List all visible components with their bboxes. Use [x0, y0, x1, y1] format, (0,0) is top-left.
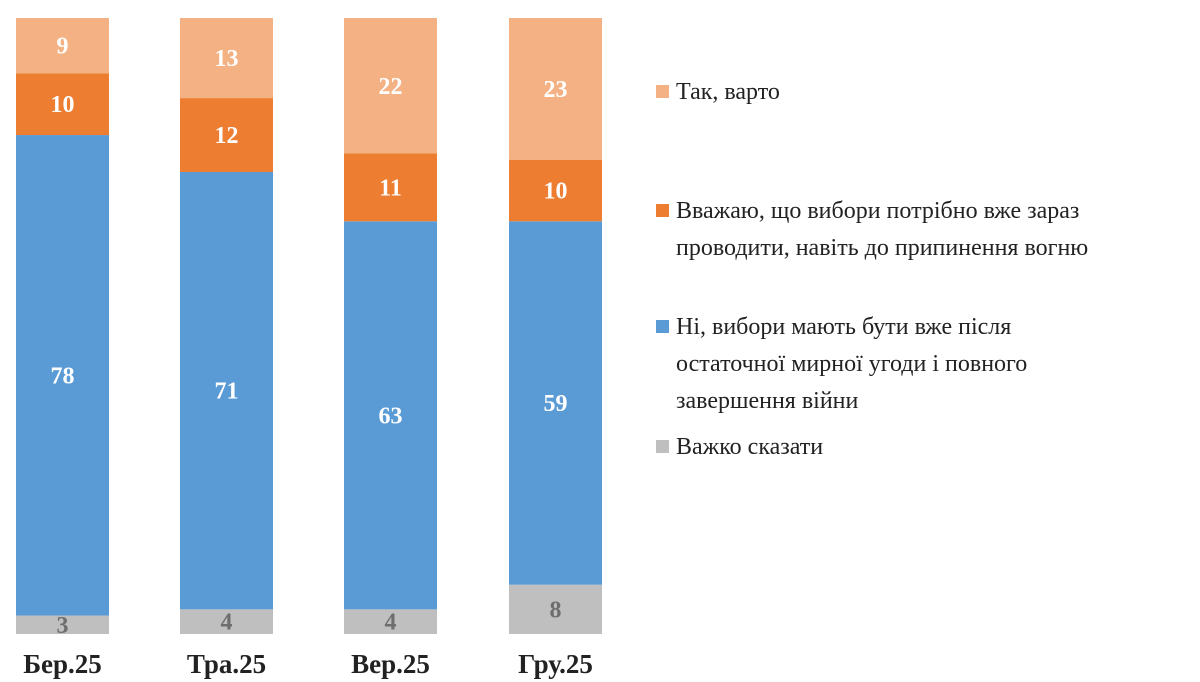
- legend-label: остаточної мирної угоди і повного: [676, 351, 1027, 377]
- bar-segment: [16, 615, 109, 634]
- category-label: Гру.25: [518, 649, 593, 679]
- legend: Так, варто Вважаю, що вибори потрібно вже…: [656, 79, 1088, 460]
- bar-segment: [180, 18, 273, 99]
- legend-label: Вважаю, що вибори потрібно вже зараз: [676, 198, 1079, 224]
- legend-swatch: [656, 320, 669, 333]
- data-label: 3: [57, 613, 69, 639]
- data-label: 9: [57, 34, 69, 60]
- legend-label: Ні, вибори мають бути вже після: [676, 314, 1011, 340]
- data-label: 12: [215, 123, 239, 149]
- bar-segment: [509, 18, 602, 160]
- data-label: 78: [51, 363, 75, 389]
- legend-label: Так, варто: [676, 79, 780, 105]
- data-label: 4: [385, 610, 397, 636]
- data-label: 71: [215, 379, 239, 405]
- legend-swatch: [656, 204, 669, 217]
- bar-segment: [16, 18, 109, 74]
- bar-segment: [344, 221, 437, 610]
- bar-segment: [344, 153, 437, 222]
- legend-label: завершення війни: [676, 388, 859, 414]
- bars-group: 3 78 10 9 4 71 12 13 4 63 11 22 8 59 10 23: [16, 18, 602, 639]
- category-labels: Бер.25 Тра.25 Вер.25 Гру.25: [23, 649, 593, 679]
- bar-segment: [344, 18, 437, 154]
- legend-swatch: [656, 440, 669, 453]
- data-label: 10: [544, 178, 568, 204]
- bar-segment: [180, 172, 273, 610]
- data-label: 4: [221, 610, 233, 636]
- data-label: 8: [550, 597, 562, 623]
- bar-segment: [509, 159, 602, 222]
- data-label: 11: [379, 175, 402, 201]
- data-label: 22: [379, 74, 403, 100]
- bar-segment: [509, 584, 602, 634]
- bar-segment: [509, 221, 602, 585]
- data-label: 63: [379, 403, 403, 429]
- legend-swatch: [656, 85, 669, 98]
- legend-label: Важко сказати: [676, 434, 823, 460]
- bar-segment: [180, 609, 273, 634]
- data-label: 10: [51, 92, 75, 118]
- legend-label: проводити, навіть до припинення вогню: [676, 235, 1088, 261]
- bar-segment: [344, 609, 437, 634]
- bar-segment: [180, 98, 273, 172]
- category-label: Тра.25: [187, 649, 266, 679]
- category-label: Бер.25: [23, 649, 102, 679]
- bar-segment: [16, 73, 109, 136]
- data-label: 59: [544, 391, 568, 417]
- data-label: 13: [215, 46, 239, 72]
- category-label: Вер.25: [351, 649, 430, 679]
- bar-segment: [16, 135, 109, 616]
- data-label: 23: [544, 77, 568, 103]
